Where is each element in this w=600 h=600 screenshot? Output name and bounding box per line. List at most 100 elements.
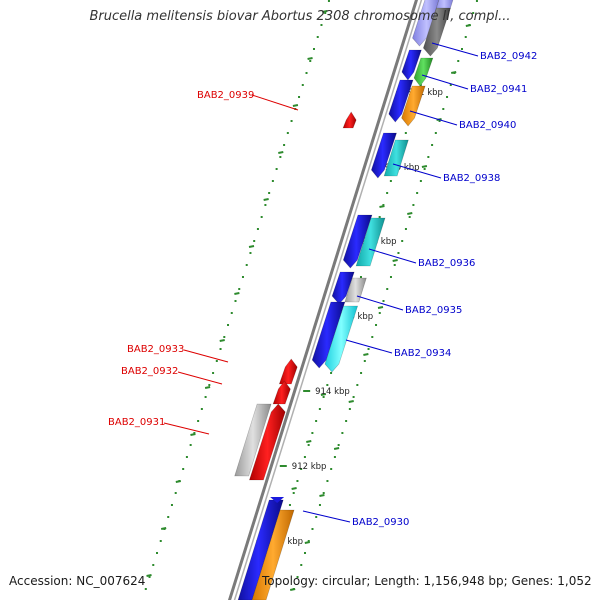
guide-dot [300,468,303,470]
guide-dot [174,492,177,494]
guide-dash [291,487,297,490]
guide-dot [412,204,415,206]
gene-label-BAB2_0931: BAB2_0931 [108,417,165,428]
guide-dot [382,300,385,302]
gene-label-BAB2_0932: BAB2_0932 [121,366,178,377]
gene-label-BAB2_0933: BAB2_0933 [127,344,184,355]
guide-dot [193,432,196,434]
leader-line-BAB2_0931 [163,422,210,435]
leader-line-BAB2_0939 [251,94,299,111]
guide-dot [288,504,291,506]
guide-dot [256,228,259,230]
guide-dash [234,292,240,295]
guide-dot [464,36,467,38]
guide-dot [330,372,333,374]
guide-dot [326,480,329,482]
guide-dot [264,204,267,206]
gene-block-BAB2_0934 [324,305,359,373]
gene-label-BAB2_0936: BAB2_0936 [418,258,475,269]
guide-dot [167,516,170,518]
gene-block-BAB2_0940 [401,85,426,127]
leader-line-BAB2_0934 [345,339,393,354]
guide-dot [245,264,248,266]
guide-dash [377,306,384,309]
gene-label-BAB2_0935: BAB2_0935 [405,305,462,316]
guide-dot [324,12,327,14]
guide-dash [465,24,472,27]
guide-dash [289,588,296,591]
scale-label: 918 kbp [362,237,397,247]
gene-block-BAB2_0936 [355,217,386,267]
guide-dot [404,132,407,134]
guide-dot [212,372,215,374]
guide-dot [449,84,452,86]
gene-label-BAB2_0941: BAB2_0941 [470,84,527,95]
guide-dot [330,468,333,470]
scale-label: 916 kbp [339,312,374,322]
guide-dot [352,396,355,398]
guide-dot [327,0,330,2]
guide-dash [307,57,313,60]
guide-dot [393,264,396,266]
guide-dash [348,400,354,403]
leader-line-BAB2_0933 [183,349,229,363]
guide-dot [307,540,310,542]
guide-dot [397,252,400,254]
guide-dot [320,24,323,26]
leader-line-BAB2_0936 [368,248,417,264]
guide-dot [341,432,344,434]
guide-dot [260,216,263,218]
guide-dash [175,480,182,483]
guide-dot [305,72,308,74]
guide-dot [185,456,188,458]
guide-dash [204,386,211,389]
guide-dot [271,180,274,182]
guide-dot [322,492,325,494]
guide-dash [320,393,327,396]
guide-dot [223,336,226,338]
gene-label-BAB2_0930: BAB2_0930 [352,517,409,528]
gene-block-blue-2 [388,79,414,123]
guide-dot [300,564,303,566]
gene-block-BAB2_0931 [249,403,286,481]
guide-dot [408,216,411,218]
gene-labels: BAB2_0942 BAB2_0941 BAB2_0940 BAB2_0939 BAB2… [108,51,537,528]
guide-dot [309,60,312,62]
guide-dot [427,156,430,158]
guide-dot [442,108,445,110]
guide-dash [146,574,152,577]
guide-dot [356,384,359,386]
guide-dot [311,432,314,434]
guide-dot [298,96,301,98]
guide-dot [382,204,385,206]
gene-block-blue-4 [342,214,373,269]
guide-dot [204,396,207,398]
gene-block-BAB2_0932 [272,380,291,405]
guide-dot [367,348,370,350]
guide-dash [319,494,325,497]
guide-dot [219,348,222,350]
gene-label-BAB2_0940: BAB2_0940 [459,120,516,131]
label-leaders [163,42,479,523]
guide-dot [401,240,404,242]
guide-dot [419,180,422,182]
guide-dot [307,444,310,446]
guide-dot [159,540,162,542]
gene-label-BAB2_0938: BAB2_0938 [443,173,500,184]
guide-dot [457,60,460,62]
guide-dash [263,198,269,201]
leader-line-BAB2_0932 [177,371,223,385]
scale-label: 910 kbp [268,537,303,547]
guide-dot [316,36,319,38]
guide-dot [389,276,392,278]
guide-dot [301,84,304,86]
guide-dash [363,353,369,356]
guide-dot [431,144,434,146]
gene-block-blue-1 [401,49,422,81]
scale-label: 922 kbp [408,88,443,98]
guide-dot [253,240,256,242]
guide-dot [275,168,278,170]
guide-dot [292,492,295,494]
guide-dot [290,120,293,122]
